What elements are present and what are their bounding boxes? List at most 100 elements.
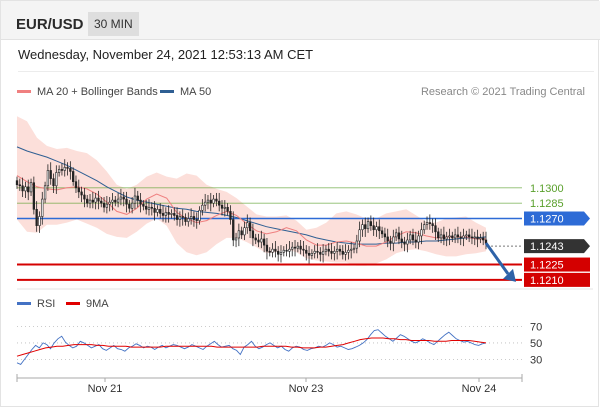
candle [448, 228, 451, 246]
candle [175, 207, 179, 226]
candle [291, 242, 294, 257]
candle [372, 217, 375, 236]
candle [262, 233, 266, 253]
svg-text:Nov 21: Nov 21 [88, 383, 123, 395]
candle [43, 181, 47, 204]
candle [246, 214, 249, 234]
rsi-plot-area: 70 50 30 [16, 321, 542, 366]
candle [352, 244, 356, 254]
candle [341, 245, 344, 260]
price-label-1-1243: 1.1243 [524, 239, 590, 254]
candle [114, 196, 117, 207]
price-label-1-1285: 1.1285 [530, 198, 564, 210]
candle [206, 194, 210, 210]
candle [201, 199, 204, 216]
rsi-tick-70: 70 [530, 321, 542, 333]
legend-label-ma50: MA 50 [180, 86, 211, 98]
candle [319, 247, 322, 262]
header-bar: EUR/USD 30 MIN [1, 1, 600, 40]
candle [46, 164, 50, 191]
candle [330, 243, 333, 260]
candle [192, 211, 196, 227]
candle [91, 191, 94, 209]
candle [167, 205, 170, 223]
candle [417, 230, 420, 250]
svg-text:1.1210: 1.1210 [530, 275, 564, 287]
candle [307, 246, 311, 264]
legend-label-ma20: MA 20 + Bollinger Bands [37, 86, 158, 98]
svg-text:Nov 24: Nov 24 [462, 383, 497, 395]
candle [226, 203, 229, 216]
candle [451, 231, 454, 243]
candle [383, 227, 387, 243]
candle [414, 231, 417, 249]
price-label-1-1225: 1.1225 [524, 257, 590, 272]
candle [299, 239, 302, 255]
candle [465, 230, 468, 240]
candle [198, 206, 201, 225]
candle [394, 228, 398, 242]
candle [128, 200, 131, 213]
candle [293, 239, 297, 257]
candle [257, 233, 260, 248]
candle [204, 193, 207, 212]
candle [400, 230, 403, 249]
timeframe-badge[interactable]: 30 MIN [88, 12, 139, 36]
candle [55, 165, 58, 194]
candle [229, 205, 232, 225]
rsi-line [16, 329, 487, 365]
candle [327, 243, 330, 257]
candle [237, 223, 241, 247]
candle [102, 197, 106, 213]
candle [234, 232, 238, 248]
candle [285, 244, 288, 257]
candle [178, 211, 182, 227]
price-label-1-1300: 1.1300 [530, 183, 564, 195]
candle [240, 226, 243, 239]
candle [15, 176, 19, 189]
candle [215, 192, 218, 207]
candle [150, 202, 153, 216]
candle [265, 237, 269, 260]
candle [181, 209, 184, 226]
rsi-tick-30: 30 [530, 354, 542, 366]
candle [156, 205, 159, 217]
candle [420, 222, 423, 245]
candle [358, 221, 361, 248]
svg-text:1.1225: 1.1225 [530, 260, 564, 272]
candle [161, 205, 165, 222]
candle [57, 165, 61, 177]
candle [389, 235, 392, 251]
candle [218, 192, 221, 212]
candle [380, 226, 384, 238]
candle [468, 228, 471, 243]
candle [277, 246, 280, 262]
candle [350, 242, 353, 259]
ma20-line [16, 175, 486, 247]
candle [411, 228, 415, 246]
legend-swatch-rsi [17, 302, 31, 305]
candle [260, 230, 263, 249]
candle [254, 233, 257, 245]
candle [159, 203, 162, 219]
legend-swatch-ma20 [17, 90, 31, 93]
candle [74, 175, 78, 193]
candle [108, 197, 111, 212]
candle [187, 212, 190, 227]
candle [243, 221, 246, 240]
candle [125, 191, 128, 213]
candle [21, 177, 24, 198]
candle [462, 228, 465, 247]
candle [279, 245, 283, 263]
legend-label-rsi: RSI [37, 298, 55, 310]
candle [24, 181, 27, 199]
candle [366, 217, 370, 233]
candle [173, 207, 176, 221]
candle [431, 218, 434, 233]
candle [60, 163, 64, 176]
candle [347, 245, 350, 260]
candle [296, 242, 299, 253]
candle [35, 201, 38, 232]
candle [145, 200, 148, 215]
